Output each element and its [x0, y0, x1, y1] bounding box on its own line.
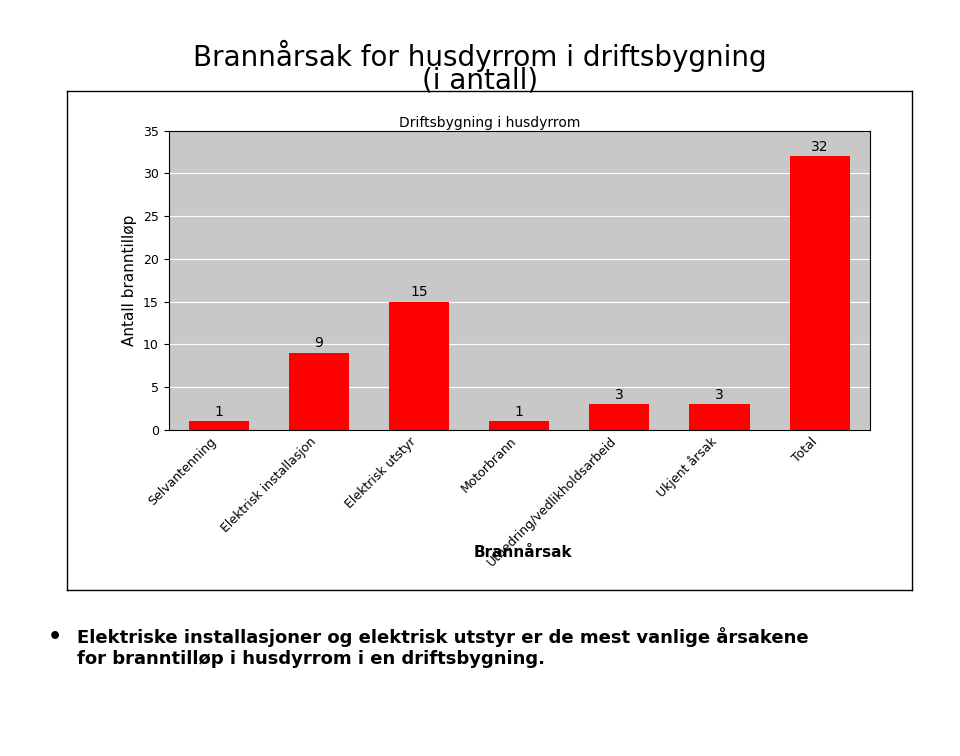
Text: (i antall): (i antall) [422, 67, 538, 94]
Text: 9: 9 [314, 336, 324, 351]
Bar [489, 421, 549, 430]
Bar [188, 421, 249, 430]
Bar [589, 404, 649, 430]
Text: •: • [48, 627, 62, 647]
Text: Brannårsak: Brannårsak [474, 545, 573, 559]
Bar [790, 156, 850, 430]
Text: Brannårsak for husdyrrom i driftsbygning: Brannårsak for husdyrrom i driftsbygning [193, 39, 767, 72]
Text: 15: 15 [410, 285, 428, 299]
Bar [389, 302, 449, 430]
Text: 1: 1 [515, 405, 523, 419]
Text: 1: 1 [214, 405, 223, 419]
Text: Driftsbygning i husdyrrom: Driftsbygning i husdyrrom [399, 116, 580, 130]
Text: 3: 3 [615, 388, 624, 401]
Y-axis label: Antall branntilløp: Antall branntilløp [123, 215, 137, 346]
Text: 3: 3 [715, 388, 724, 401]
Bar [689, 404, 750, 430]
Text: Elektriske installasjoner og elektrisk utstyr er de mest vanlige årsakene
for br: Elektriske installasjoner og elektrisk u… [77, 627, 808, 668]
Bar [289, 353, 348, 430]
Text: 32: 32 [811, 140, 828, 153]
